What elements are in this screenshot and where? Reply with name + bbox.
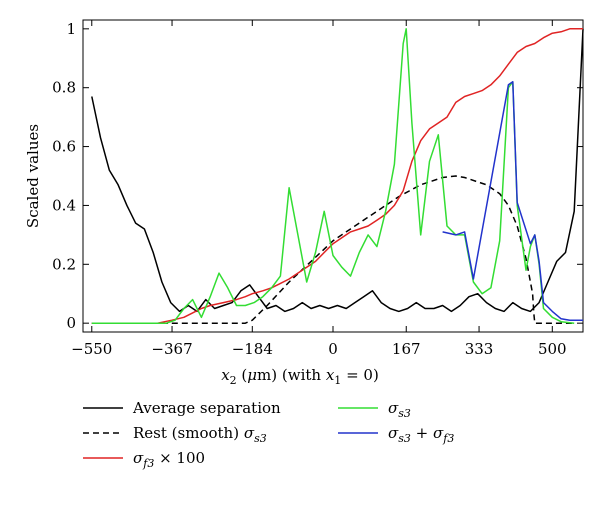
x-tick-label: −367 [151, 340, 192, 358]
series-line-sf3 [91, 28, 583, 324]
plot-frame [82, 19, 584, 333]
x-tick-label: 333 [465, 340, 494, 358]
y-tick-label: 0.8 [52, 79, 76, 97]
legend-label-ss3: σs3​ [388, 399, 411, 420]
x-axis-label: x2 (μm) (with x1 = 0) [221, 366, 379, 387]
legend-label-rest: Rest (smooth) σs3​ [133, 424, 267, 445]
y-axis-label: Scaled values [24, 124, 42, 228]
x-axis-ticks: −550 −367 −184 0 167 333 500 [71, 20, 567, 358]
series-line-avg_sep [91, 28, 584, 313]
legend-label-sf3: σf3​ × 100 [133, 449, 205, 470]
x-tick-label: −184 [232, 340, 273, 358]
x-tick-label: 167 [392, 340, 421, 358]
y-tick-label: 0 [66, 314, 76, 332]
y-tick-label: 0.4 [52, 196, 76, 214]
series-lines [91, 28, 584, 324]
y-tick-label: 0.6 [52, 138, 76, 156]
series-line-sum [442, 81, 583, 321]
legend: Average separation σs3​ Rest (smooth) σs3​… [83, 399, 454, 470]
y-tick-label: 1 [66, 20, 76, 38]
x-tick-label: −550 [71, 340, 112, 358]
x-tick-label: 500 [538, 340, 567, 358]
legend-label-sum: σs3​ + σf3​ [388, 424, 454, 445]
x-tick-label: 0 [328, 340, 338, 358]
y-tick-label: 0.2 [52, 255, 76, 273]
legend-label-avg_sep: Average separation [132, 399, 281, 417]
y-axis-ticks: 0 0.2 0.4 0.6 0.8 1 [52, 20, 583, 332]
